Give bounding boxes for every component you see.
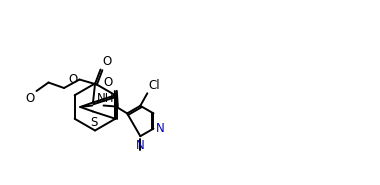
- Text: N: N: [135, 139, 144, 152]
- Text: O: O: [104, 76, 113, 89]
- Text: Cl: Cl: [149, 79, 160, 92]
- Text: N: N: [156, 122, 165, 135]
- Text: NH: NH: [97, 92, 115, 105]
- Text: O: O: [26, 92, 35, 105]
- Text: O: O: [103, 55, 112, 68]
- Text: O: O: [69, 73, 78, 85]
- Text: S: S: [90, 116, 98, 129]
